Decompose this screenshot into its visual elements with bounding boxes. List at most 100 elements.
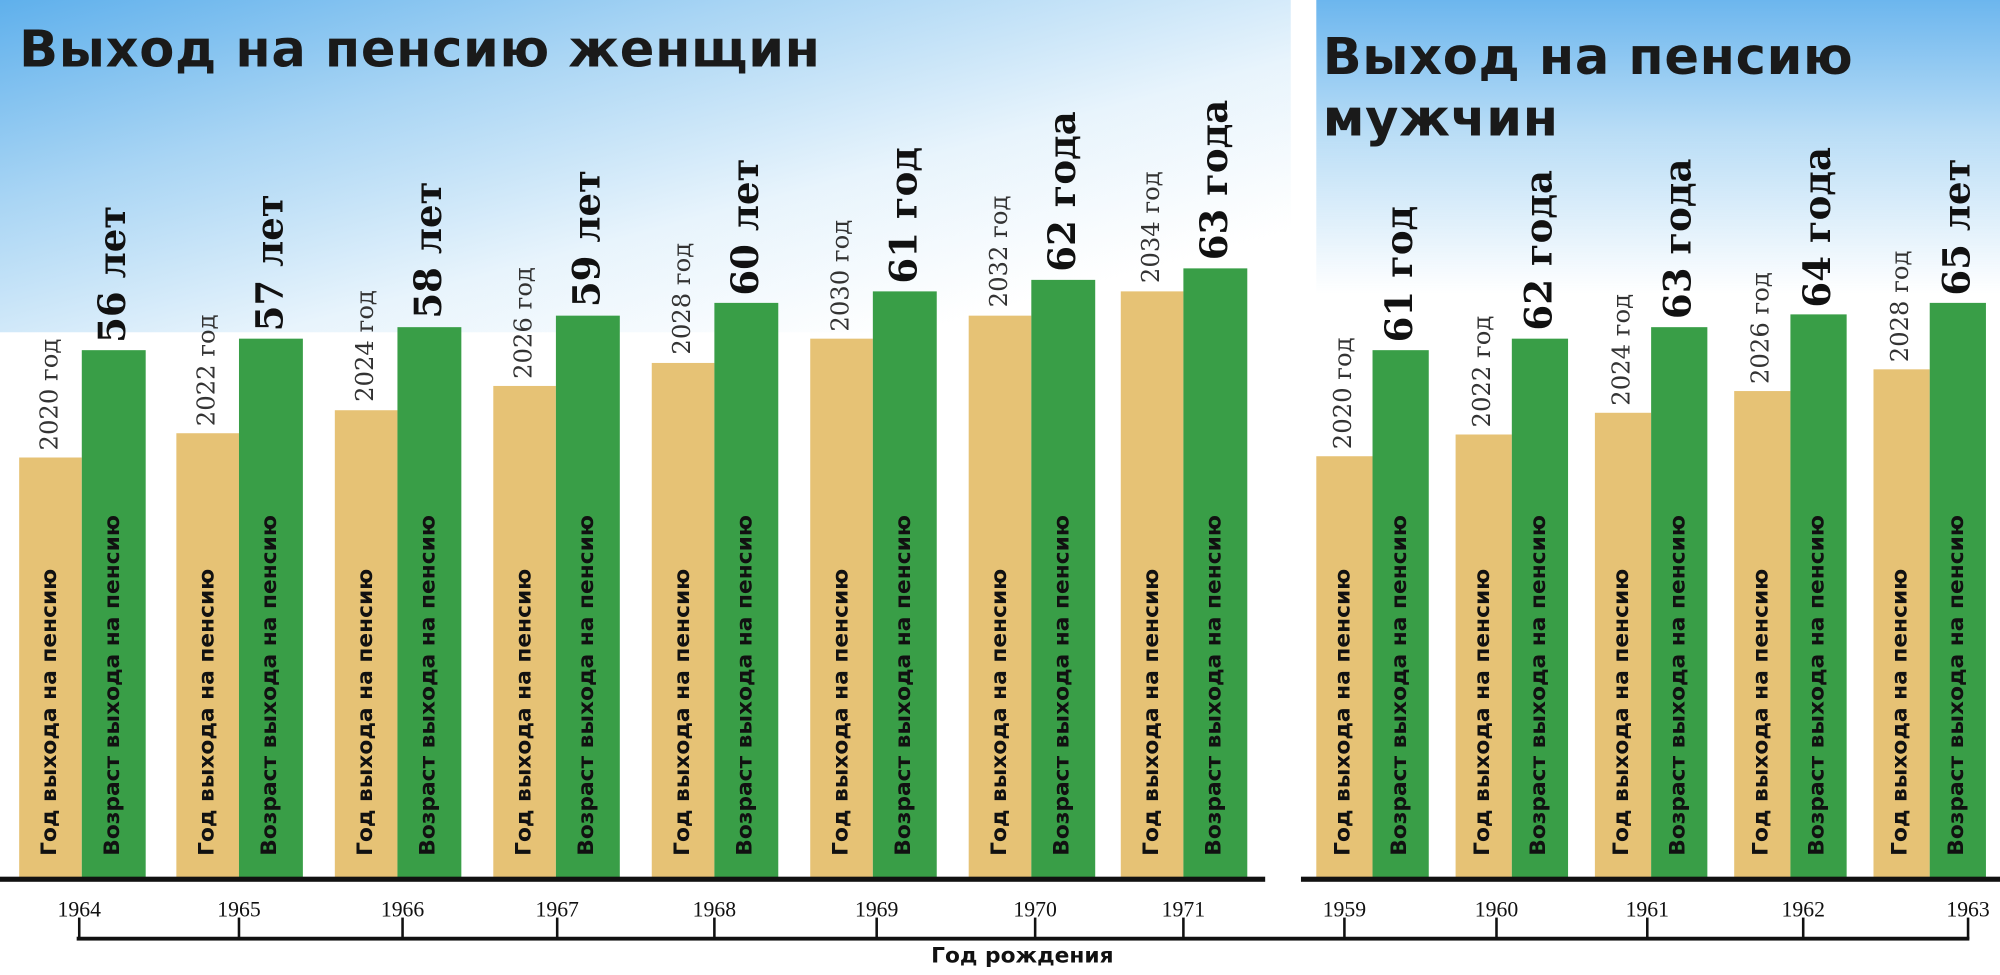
retirement-age-bar-label: Возраст выхода на пенсию xyxy=(573,515,600,857)
birth-year-label: 1966 xyxy=(380,897,425,922)
retirement-age-value: 61 год xyxy=(1377,205,1422,343)
retirement-age-value: 65 лет xyxy=(1934,158,1979,296)
retirement-year-bar xyxy=(334,410,398,878)
retirement-age-bar-label: Возраст выхода на пенсию xyxy=(890,515,917,857)
retirement-year-bar-label: Год выхода на пенсию xyxy=(36,569,62,857)
retirement-year-bar-label: Год выхода на пенсию xyxy=(1887,569,1914,857)
retirement-year-value: 2028 год xyxy=(667,243,696,355)
birth-year-label: 1964 xyxy=(57,897,101,922)
retirement-year-bar xyxy=(1120,291,1184,878)
birth-year-bracket xyxy=(76,936,1970,941)
retirement-age-bar xyxy=(1790,314,1847,878)
retirement-year-bar xyxy=(176,433,239,878)
retirement-year-value: 2024 год xyxy=(1607,293,1636,406)
retirement-age-bar xyxy=(1031,280,1096,878)
retirement-age-bar xyxy=(1372,350,1429,878)
retirement-year-bar-label: Год выхода на пенсию xyxy=(352,569,378,857)
birth-year-tick xyxy=(1033,917,1037,940)
birth-year-tick xyxy=(1966,917,1970,940)
retirement-year-bar xyxy=(1316,456,1373,878)
birth-year-label: 1959 xyxy=(1322,897,1367,922)
retirement-age-value: 57 лет xyxy=(247,193,292,331)
birth-year-label: 1960 xyxy=(1474,897,1519,922)
retirement-age-bar-label: Возраст выхода на пенсию xyxy=(1804,515,1831,857)
retirement-age-bar-label: Возраст выхода на пенсию xyxy=(1201,515,1227,857)
retirement-year-bar-label: Год выхода на пенсию xyxy=(1608,569,1635,857)
retirement-year-bar xyxy=(1455,434,1512,878)
birth-year-tick xyxy=(555,917,559,940)
men-title-line1: Выход на пенсию xyxy=(1322,28,1854,87)
men-title-line2: мужчин xyxy=(1322,89,1559,149)
birth-year-label: 1962 xyxy=(1781,897,1825,922)
retirement-age-bar-label: Возраст выхода на пенсию xyxy=(1665,515,1691,857)
birth-year-label: 1970 xyxy=(1013,897,1057,922)
birth-year-label: 1967 xyxy=(535,897,579,922)
birth-year-tick xyxy=(1343,917,1346,940)
retirement-age-bar xyxy=(1183,268,1248,878)
retirement-year-bar-label: Год выхода на пенсию xyxy=(1469,569,1496,857)
retirement-year-bar-label: Год выхода на пенсию xyxy=(193,569,220,857)
retirement-year-bar xyxy=(1594,412,1652,878)
retirement-year-value: 2022 год xyxy=(192,314,221,427)
birth-year-tick xyxy=(713,917,716,940)
retirement-year-value: 2032 год xyxy=(984,195,1013,308)
retirement-year-value: 2034 год xyxy=(1136,171,1165,284)
birth-year-tick xyxy=(1646,917,1649,940)
retirement-age-value: 59 лет xyxy=(564,170,609,308)
birth-year-tick xyxy=(1182,917,1185,940)
retirement-year-bar-label: Год выхода на пенсию xyxy=(510,569,537,857)
retirement-age-value: 62 года xyxy=(1040,111,1084,273)
retirement-year-value: 2020 год xyxy=(35,338,64,450)
retirement-age-bar xyxy=(714,303,779,878)
retirement-year-value: 2026 год xyxy=(509,266,538,379)
birth-year-label: 1961 xyxy=(1625,897,1670,922)
birth-year-tick xyxy=(875,917,878,940)
retirement-year-bar-label: Год выхода на пенсию xyxy=(985,569,1012,857)
retirement-year-bar-label: Год выхода на пенсию xyxy=(1330,569,1356,857)
retirement-age-bar xyxy=(81,350,146,878)
retirement-year-bar-label: Год выхода на пенсию xyxy=(827,569,854,857)
women-baseline xyxy=(0,876,1266,882)
retirement-age-bar xyxy=(872,291,937,878)
retirement-year-value: 2024 год xyxy=(350,290,379,403)
retirement-year-bar xyxy=(1734,391,1791,878)
retirement-year-bar xyxy=(493,386,556,878)
retirement-year-bar xyxy=(968,315,1032,878)
retirement-year-bar xyxy=(19,457,82,878)
retirement-year-bar-label: Год выхода на пенсию xyxy=(669,569,695,857)
retirement-age-bar-label: Возраст выхода на пенсию xyxy=(256,515,283,857)
birth-year-label: 1969 xyxy=(854,897,899,922)
birth-year-tick xyxy=(1801,917,1805,940)
retirement-age-value: 63 года xyxy=(1656,158,1700,319)
retirement-year-bar-label: Год выхода на пенсию xyxy=(1748,569,1774,857)
retirement-year-bar xyxy=(651,362,715,878)
retirement-year-bar xyxy=(810,338,873,878)
retirement-age-bar xyxy=(1929,302,1986,878)
retirement-age-value: 56 лет xyxy=(90,205,135,343)
retirement-age-bar-label: Возраст выхода на пенсию xyxy=(1943,515,1970,857)
retirement-age-bar xyxy=(1651,326,1708,878)
retirement-age-bar xyxy=(238,338,303,878)
retirement-age-bar-label: Возраст выхода на пенсию xyxy=(99,515,126,857)
retirement-year-bar-label: Год выхода на пенсию xyxy=(1138,569,1164,857)
retirement-age-bar-label: Возраст выхода на пенсию xyxy=(415,515,441,857)
retirement-year-value: 2028 год xyxy=(1886,249,1915,362)
retirement-age-bar-label: Возраст выхода на пенсию xyxy=(1386,515,1413,857)
retirement-year-value: 2022 год xyxy=(1468,315,1497,427)
men-baseline xyxy=(1300,876,2000,882)
retirement-age-bar xyxy=(1511,338,1569,878)
sky-background-right xyxy=(1316,0,2000,294)
retirement-year-value: 2020 год xyxy=(1329,336,1358,449)
birth-year-label: 1971 xyxy=(1161,897,1206,922)
retirement-age-bar-label: Возраст выхода на пенсию xyxy=(1525,515,1552,857)
retirement-age-bar-label: Возраст выхода на пенсию xyxy=(732,515,758,857)
retirement-year-bar xyxy=(1873,369,1930,878)
retirement-year-value: 2030 год xyxy=(826,219,855,332)
birth-year-label: 1963 xyxy=(1946,897,1990,922)
retirement-age-bar xyxy=(555,315,620,878)
birth-year-label: 1965 xyxy=(217,897,261,922)
retirement-age-bar xyxy=(397,326,462,878)
women-title: Выход на пенсию женщин xyxy=(19,20,821,80)
retirement-age-value: 63 года xyxy=(1192,100,1236,261)
